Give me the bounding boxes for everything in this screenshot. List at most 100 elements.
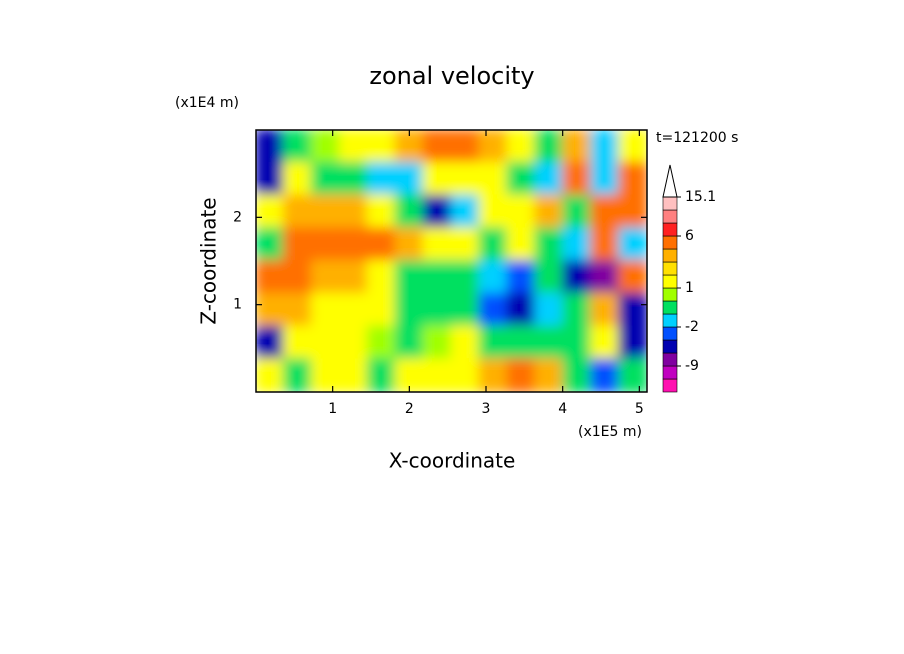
contour-cell [562,130,593,164]
colorbar-box [662,235,678,250]
x-tick-label: 5 [635,401,644,417]
chart-title: zonal velocity [369,62,534,90]
contour-cell [310,292,341,328]
contour-cell [282,260,313,295]
contour-cell [394,227,425,262]
contour-cell [562,292,593,328]
contour-cell [506,227,537,262]
x-tick-label: 2 [405,401,414,417]
contour-cell [590,194,621,230]
y-tick-label: 1 [233,297,242,313]
contour-cell [256,130,285,164]
contour-cell [478,161,509,197]
contour-cell [450,227,481,262]
plot-frame [255,129,648,393]
contour-cell [338,292,369,328]
colorbar-tick-label: -2 [685,319,699,335]
contour-cell [338,260,369,295]
contour-cell [310,161,341,197]
contour-cell [534,161,565,197]
contour-cell [310,130,341,164]
contour-cell [534,260,565,295]
colorbar-box [662,248,678,263]
colorbar-box [662,209,678,224]
contour-cell [618,161,647,197]
contour-cell [282,325,313,361]
contour-cell [506,260,537,295]
contour-cell [366,358,397,392]
contour-cell [590,130,621,164]
contour-cell [422,161,453,197]
colorbar-box [662,352,678,367]
contour-cell [534,358,565,392]
contour-cell [422,358,453,392]
contour-cell [562,260,593,295]
contour-cell [534,292,565,328]
contour-cell [506,130,537,164]
contour-cell [422,325,453,361]
contour-cell [590,292,621,328]
colorbar-tick-label: 1 [685,280,694,296]
contour-cell [590,325,621,361]
contour-cell [422,260,453,295]
contour-cell [534,325,565,361]
contour-cell [366,227,397,262]
contour-cell [506,194,537,230]
contour-cell [338,358,369,392]
contour-cell [366,194,397,230]
contour-cell [282,358,313,392]
colorbar-box [662,300,678,315]
contour-cell [478,292,509,328]
x-tick-label: 1 [328,401,337,417]
contour-cell [310,194,341,230]
colorbar-extension [662,164,678,198]
contour-cell [590,227,621,262]
contour-cell [422,292,453,328]
contour-cell [534,130,565,164]
contour-cell [590,260,621,295]
contour-cell [562,194,593,230]
contour-cell [618,194,647,230]
contour-cell [338,161,369,197]
contour-cell [282,227,313,262]
contour-cell [506,358,537,392]
contour-cell [618,260,647,295]
contour-cell [450,260,481,295]
contour-cell [394,194,425,230]
contour-cell [618,227,647,262]
colorbar-tick-label: 15.1 [685,189,716,205]
contour-cell [310,358,341,392]
contour-cell [282,161,313,197]
y-unit: (x1E4 m) [175,95,239,111]
colorbar-tick-label: 6 [685,228,694,244]
contour-cell [338,227,369,262]
contour-cell [310,260,341,295]
contour-cell [534,227,565,262]
colorbar-box [662,287,678,302]
contour-cell [366,130,397,164]
colorbar-box [662,274,678,289]
contour-cell [450,325,481,361]
contour-cell [450,130,481,164]
contour-cell [450,194,481,230]
contour-cell [338,130,369,164]
colorbar-box [662,339,678,354]
contour-cell [478,130,509,164]
contour-cell [256,358,285,392]
x-unit: (x1E5 m) [578,424,642,440]
contour-cell [310,325,341,361]
contour-cell [478,260,509,295]
contour-cell [366,161,397,197]
x-tick-label: 4 [558,401,567,417]
contour-cell [534,194,565,230]
contour-cell [282,292,313,328]
contour-cell [422,130,453,164]
contour-cell [478,227,509,262]
contour-cell [338,325,369,361]
colorbar-box [662,261,678,276]
contour-cell [282,194,313,230]
contour-cell [366,292,397,328]
contour-field [256,130,647,392]
contour-cell [338,194,369,230]
contour-cell [562,325,593,361]
